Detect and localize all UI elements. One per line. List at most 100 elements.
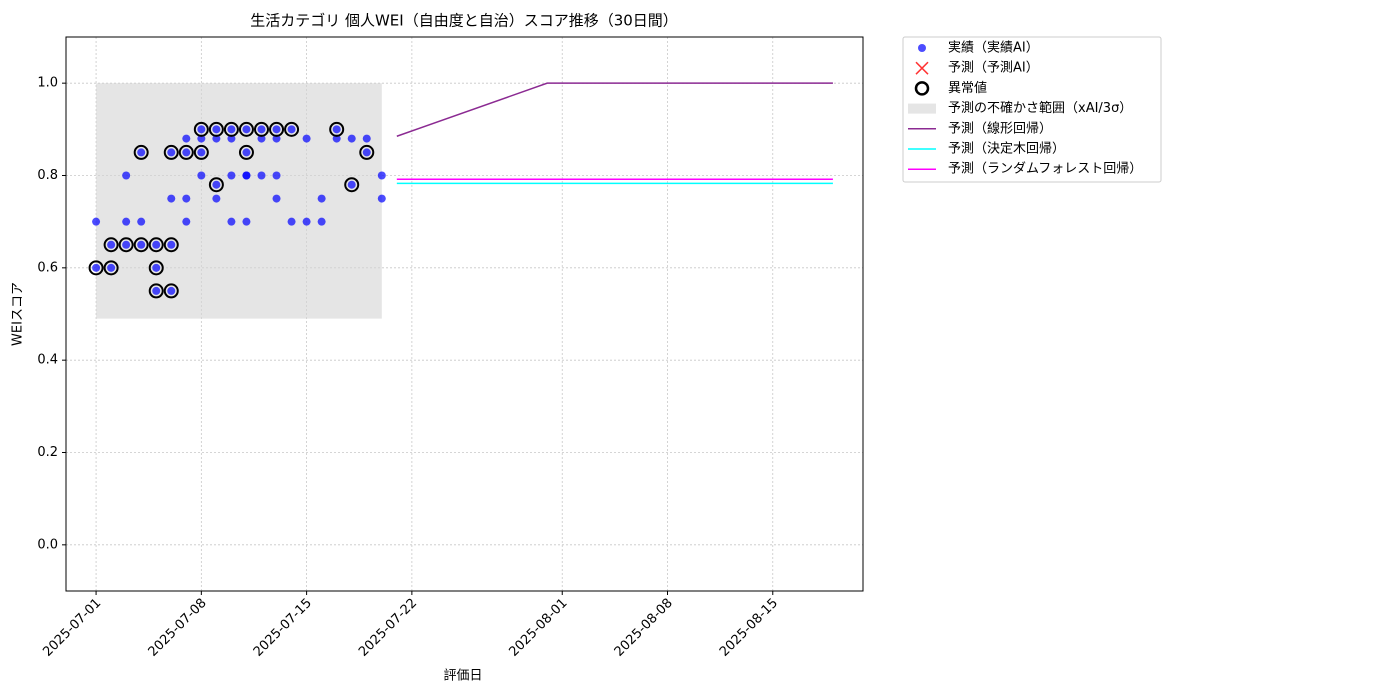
data-point <box>272 171 281 180</box>
data-point <box>362 134 371 143</box>
outlier-point <box>178 144 194 160</box>
data-point <box>137 217 146 226</box>
data-point <box>152 286 161 295</box>
data-point <box>287 217 296 226</box>
chart-title: 生活カテゴリ 個人WEI（自由度と自治）スコア推移（30日間） <box>250 12 678 30</box>
data-point <box>137 240 146 249</box>
data-point <box>122 171 131 180</box>
data-point <box>212 194 221 203</box>
outlier-point <box>163 283 179 299</box>
outlier-point <box>103 237 119 253</box>
x-tick-label: 2025-08-08 <box>612 596 676 660</box>
legend-symbol <box>908 103 936 114</box>
data-point <box>377 194 386 203</box>
data-point <box>197 125 206 134</box>
data-point <box>227 171 236 180</box>
outlier-point <box>223 121 239 137</box>
data-point <box>152 263 161 272</box>
data-point <box>272 194 281 203</box>
data-point <box>332 134 341 143</box>
data-point <box>242 217 251 226</box>
y-axis-label: WEIスコア <box>11 282 26 346</box>
x-tick-label: 2025-08-01 <box>507 596 571 660</box>
legend-symbol <box>918 44 926 52</box>
outlier-point <box>193 121 209 137</box>
y-tick-label: 0.6 <box>37 260 58 275</box>
data-point <box>212 180 221 189</box>
x-tick-label: 2025-07-15 <box>251 596 315 660</box>
data-point <box>212 125 221 134</box>
data-point <box>242 125 251 134</box>
data-point <box>212 134 221 143</box>
data-point <box>122 217 131 226</box>
data-point <box>227 134 236 143</box>
y-tick-label: 0.0 <box>37 537 58 552</box>
x-axis-label: 評価日 <box>443 669 482 684</box>
legend-box <box>902 36 1162 183</box>
legend-label: 実績（実績AI） <box>948 40 1039 56</box>
forecast-line <box>396 82 833 137</box>
data-point <box>197 134 206 143</box>
y-tick-label: 1.0 <box>37 76 58 91</box>
outlier-point <box>344 177 360 193</box>
data-point <box>152 240 161 249</box>
data-point <box>302 217 311 226</box>
data-point <box>107 240 116 249</box>
data-point <box>197 148 206 157</box>
outlier-point <box>238 144 254 160</box>
outlier-point <box>269 121 285 137</box>
data-point <box>242 148 251 157</box>
plot-frame <box>65 36 864 592</box>
data-point <box>167 194 176 203</box>
data-point <box>347 180 356 189</box>
legend-label: 予測の不確かさ範囲（xAI/3σ） <box>948 100 1132 116</box>
outlier-point <box>253 121 269 137</box>
data-point <box>182 148 191 157</box>
data-point <box>287 125 296 134</box>
data-point <box>182 134 191 143</box>
outlier-point <box>103 260 119 276</box>
outlier-point <box>208 121 224 137</box>
data-point <box>227 217 236 226</box>
data-point <box>257 134 266 143</box>
data-point <box>122 240 131 249</box>
legend-label: 予測（予測AI） <box>948 61 1039 76</box>
legend-symbol <box>915 61 929 75</box>
outlier-point <box>133 237 149 253</box>
x-tick-label: 2025-07-01 <box>40 596 104 660</box>
outlier-point <box>284 121 300 137</box>
data-point <box>137 148 146 157</box>
x-tick-label: 2025-07-08 <box>146 596 210 660</box>
data-point <box>92 263 101 272</box>
data-point <box>242 171 251 180</box>
outlier-point <box>148 260 164 276</box>
data-point <box>377 171 386 180</box>
outlier-point <box>329 121 345 137</box>
outlier-point <box>208 177 224 193</box>
legend-symbol <box>914 81 930 96</box>
outlier-point <box>193 144 209 160</box>
outlier-point <box>359 144 375 160</box>
data-point <box>302 134 311 143</box>
x-tick-label: 2025-08-15 <box>717 596 781 660</box>
data-point <box>317 217 326 226</box>
y-tick-label: 0.4 <box>37 353 58 368</box>
data-point <box>182 217 191 226</box>
outlier-point <box>163 144 179 160</box>
y-tick-label: 0.2 <box>37 445 58 460</box>
data-point <box>272 134 281 143</box>
data-point <box>227 125 236 134</box>
data-point <box>197 171 206 180</box>
outlier-point <box>88 260 104 276</box>
y-tick-label: 0.8 <box>37 168 58 183</box>
legend-label: 予測（線形回帰） <box>948 120 1052 136</box>
data-point <box>257 171 266 180</box>
data-point <box>317 194 326 203</box>
outlier-point <box>148 283 164 299</box>
uncertainty-band <box>96 83 382 319</box>
outlier-point <box>148 237 164 253</box>
outlier-point <box>238 121 254 137</box>
data-point <box>167 148 176 157</box>
outlier-point <box>118 237 134 253</box>
